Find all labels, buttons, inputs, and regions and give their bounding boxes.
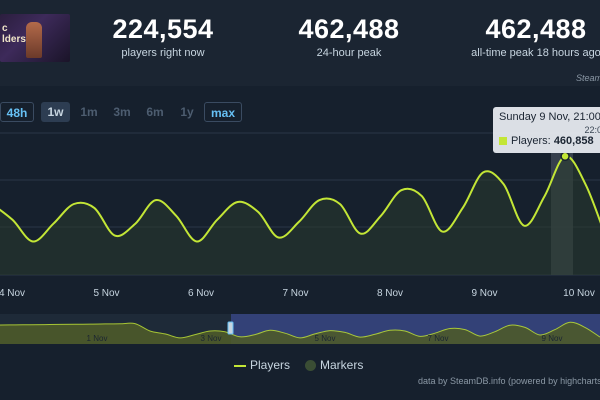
navigator-date-label: 1 Nov [87,334,108,343]
navigator-date-label: 3 Nov [201,334,222,343]
x-tick-label: 7 Nov [282,288,308,299]
x-axis-ticks: 4 Nov 5 Nov 6 Nov 7 Nov 8 Nov 9 Nov 10 Nov [0,288,595,299]
hover-point [560,151,570,162]
line-legend-icon [234,364,246,367]
navigator-date-label: 5 Nov [315,334,336,343]
x-tick-label: 9 Nov [471,288,497,299]
legend-item-markers[interactable]: Markers [305,358,363,372]
stat-label: all-time peak 18 hours ago [471,47,600,59]
navigator-handle-left[interactable] [227,321,234,335]
stat-value: 462,488 [298,14,400,44]
legend-label: Markers [320,358,364,372]
legend-item-players[interactable]: Players [234,358,290,372]
players-area [0,156,600,275]
x-tick-label: 6 Nov [188,288,214,299]
legend-label: Players [250,358,291,372]
stat-24h-peak: 462,488 24-hour peak [286,14,412,59]
range-button-6m[interactable]: 6m [146,105,164,119]
range-button-1w[interactable]: 1w [41,102,70,122]
navigator-date-label: 7 Nov [428,334,449,343]
range-button-max[interactable]: max [204,102,242,122]
stat-value: 224,554 [112,14,214,44]
navigator-labels: 1 Nov 3 Nov 5 Nov 7 Nov 9 Nov [87,334,563,343]
dot-legend-icon [305,360,316,372]
range-button-1m[interactable]: 1m [80,105,98,119]
tooltip-row: Players: 460,858 [499,135,594,147]
tooltip-date: Sunday 9 Nov, 21:00 [499,111,600,123]
game-capsule-image[interactable]: c lders [0,14,70,62]
players-line[interactable] [0,155,600,243]
tooltip-time: 22:00 [584,125,600,135]
x-tick-label: 8 Nov [377,288,403,299]
navigator-date-label: 9 Nov [542,334,563,343]
chart-credit[interactable]: data by SteamDB.info (powered by highcha… [418,376,600,386]
stat-label: players right now [121,47,205,59]
chart-tooltip: Sunday 9 Nov, 21:00 22:00 Players: 460,8… [493,107,600,153]
game-art-text: c lders [2,23,26,45]
navigator-line [0,321,600,339]
stat-value: 462,488 [485,14,587,44]
range-button-3m[interactable]: 3m [113,105,131,119]
tooltip-series: Players: [511,135,551,147]
stats-bar [0,0,600,72]
section-label: Steam [575,73,600,83]
range-button-48h[interactable]: 48h [0,102,34,122]
range-button-1y[interactable]: 1y [180,105,194,119]
navigator-area [0,322,600,344]
game-art-figure [26,22,42,58]
x-tick-label: 10 Nov [563,288,595,299]
stat-players-now: 224,554 players right now [100,14,226,59]
stat-all-time-peak: 462,488 all-time peak 18 hours ago [466,14,600,59]
x-tick-label: 4 Nov [0,288,25,299]
series-color-swatch [499,137,507,145]
x-tick-label: 5 Nov [93,288,119,299]
tooltip-value: 460,858 [553,135,594,147]
stat-label: 24-hour peak [316,47,382,59]
